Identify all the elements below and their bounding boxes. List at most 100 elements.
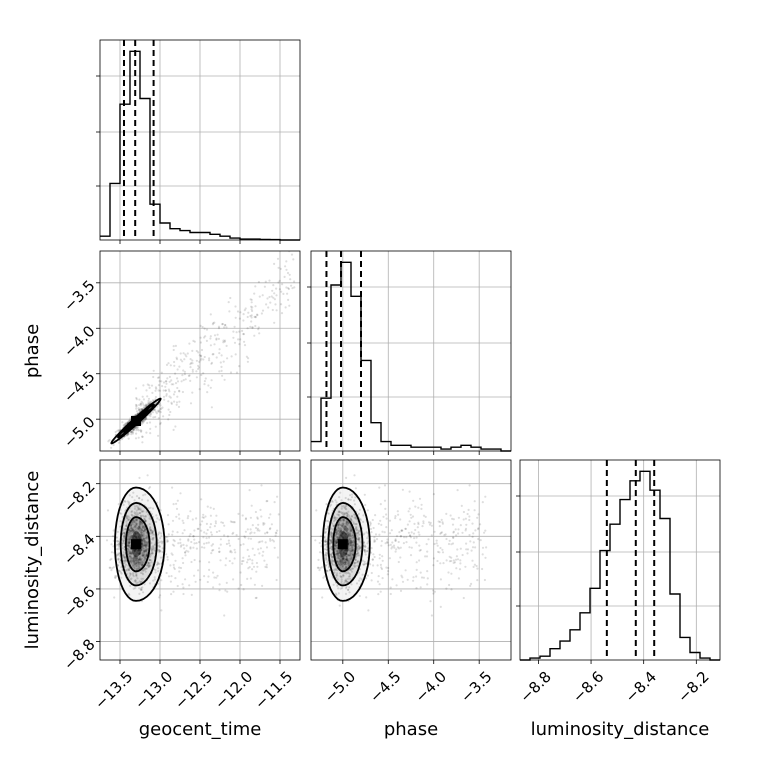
scatter-point bbox=[370, 547, 373, 550]
scatter-point bbox=[117, 545, 120, 548]
scatter-point bbox=[136, 412, 139, 415]
scatter-point bbox=[172, 590, 175, 593]
scatter-point bbox=[174, 344, 177, 347]
scatter-point bbox=[349, 558, 353, 561]
scatter-point bbox=[138, 561, 141, 564]
scatter-point bbox=[173, 567, 176, 571]
scatter-point bbox=[357, 548, 361, 551]
scatter-point bbox=[201, 516, 204, 519]
scatter-point bbox=[120, 565, 124, 568]
scatter-point bbox=[205, 522, 208, 526]
scatter-point bbox=[140, 423, 143, 426]
scatter-point bbox=[130, 425, 133, 428]
scatter-point bbox=[145, 550, 148, 553]
scatter-point bbox=[357, 536, 360, 540]
scatter-point bbox=[233, 548, 236, 551]
scatter-point bbox=[128, 424, 131, 428]
scatter-point bbox=[355, 532, 358, 535]
scatter-point bbox=[119, 508, 122, 511]
scatter-point bbox=[361, 559, 364, 562]
scatter-point bbox=[124, 537, 127, 540]
scatter-point bbox=[149, 432, 152, 435]
scatter-point bbox=[334, 559, 337, 562]
scatter-point bbox=[176, 395, 179, 398]
scatter-point bbox=[148, 405, 152, 408]
scatter-point bbox=[147, 532, 150, 535]
scatter-point bbox=[112, 529, 115, 532]
scatter-point bbox=[346, 513, 349, 516]
scatter-point bbox=[349, 563, 352, 566]
scatter-point bbox=[140, 541, 143, 544]
scatter-point bbox=[275, 578, 278, 582]
scatter-point bbox=[125, 559, 128, 562]
scatter-point bbox=[147, 554, 150, 557]
scatter-point bbox=[134, 579, 137, 582]
scatter-point bbox=[325, 503, 328, 506]
scatter-point bbox=[343, 549, 346, 552]
scatter-point bbox=[381, 559, 384, 562]
scatter-point bbox=[127, 553, 130, 556]
density-group bbox=[113, 486, 166, 602]
scatter-point bbox=[199, 341, 202, 344]
scatter-point bbox=[356, 560, 359, 563]
scatter-point bbox=[147, 399, 150, 403]
scatter-point bbox=[135, 419, 138, 422]
scatter-point bbox=[249, 298, 252, 301]
scatter-point bbox=[152, 408, 155, 412]
scatter-point bbox=[167, 400, 170, 403]
scatter-point bbox=[141, 420, 144, 423]
scatter-point bbox=[154, 571, 157, 574]
scatter-point bbox=[118, 430, 121, 433]
scatter-point bbox=[347, 564, 350, 567]
scatter-point bbox=[146, 553, 149, 556]
scatter-point bbox=[150, 561, 153, 564]
scatter-point bbox=[127, 429, 130, 432]
scatter-point bbox=[129, 427, 132, 430]
scatter-point bbox=[135, 518, 138, 521]
scatter-point bbox=[327, 559, 331, 562]
scatter-point bbox=[134, 420, 137, 423]
scatter-point bbox=[121, 430, 124, 433]
scatter-point bbox=[131, 424, 134, 427]
scatter-point bbox=[139, 559, 142, 562]
scatter-point bbox=[345, 511, 348, 514]
scatter-point bbox=[129, 546, 133, 549]
scatter-point bbox=[134, 419, 137, 422]
scatter-point bbox=[328, 534, 331, 538]
scatter-point bbox=[391, 541, 394, 544]
scatter-point bbox=[341, 559, 344, 562]
scatter-point bbox=[134, 420, 137, 423]
scatter-point bbox=[352, 539, 355, 542]
scatter-point bbox=[173, 544, 176, 547]
scatter-point bbox=[147, 552, 150, 555]
scatter-point bbox=[135, 419, 138, 422]
scatter-point bbox=[132, 421, 136, 424]
scatter-point bbox=[140, 412, 143, 415]
y-axis-label-phase: phase bbox=[22, 324, 43, 378]
scatter-point bbox=[344, 555, 347, 558]
scatter-point bbox=[126, 517, 130, 520]
scatter-point bbox=[125, 524, 128, 527]
scatter-point bbox=[140, 414, 143, 417]
scatter-point bbox=[404, 527, 407, 530]
scatter-point bbox=[362, 541, 365, 544]
scatter-point bbox=[350, 520, 353, 523]
scatter-point bbox=[391, 578, 394, 581]
scatter-point bbox=[131, 422, 134, 426]
scatter-point bbox=[133, 422, 136, 425]
scatter-point bbox=[396, 546, 399, 549]
scatter-point bbox=[330, 553, 333, 556]
scatter-point bbox=[136, 423, 139, 426]
x-tick-label-phase: −5.0 bbox=[321, 668, 359, 706]
scatter-point bbox=[140, 410, 143, 414]
scatter-point bbox=[344, 561, 347, 564]
scatter-point bbox=[336, 538, 340, 541]
scatter-point bbox=[135, 515, 138, 518]
scatter-point bbox=[120, 553, 123, 556]
scatter-point bbox=[342, 547, 345, 550]
scatter-point bbox=[133, 521, 136, 524]
scatter-point bbox=[217, 327, 221, 330]
scatter-point bbox=[138, 517, 142, 520]
scatter-point bbox=[129, 421, 132, 424]
scatter-point bbox=[175, 502, 178, 505]
